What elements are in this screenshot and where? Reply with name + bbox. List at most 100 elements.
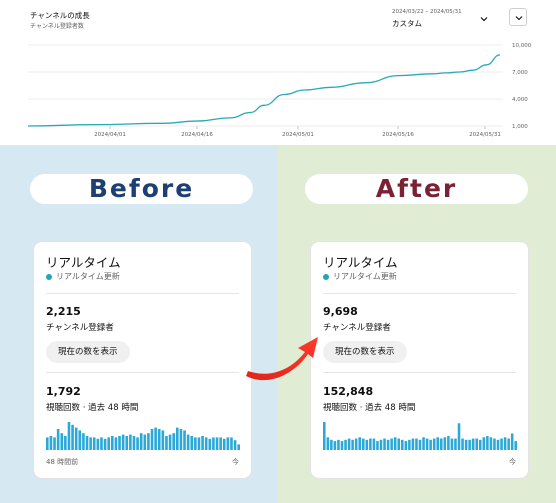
show-current-count-button[interactable]: 現在の数を表示 bbox=[46, 341, 130, 363]
bar bbox=[344, 439, 347, 450]
view-count-label: 視聴回数 · 過去 48 時間 bbox=[46, 403, 139, 413]
bar-chart-start-label: 48 時間前 bbox=[46, 458, 79, 466]
before-heading: Before bbox=[30, 174, 253, 204]
bar bbox=[358, 437, 362, 450]
bar bbox=[415, 438, 418, 450]
bar bbox=[114, 437, 118, 450]
bar bbox=[354, 438, 358, 450]
bar bbox=[362, 438, 365, 450]
subscriber-count: 2,215 bbox=[46, 305, 81, 318]
bar bbox=[56, 429, 60, 450]
bar bbox=[471, 438, 475, 450]
bar bbox=[450, 438, 454, 450]
bar bbox=[147, 433, 150, 450]
bar bbox=[372, 438, 376, 450]
bar bbox=[46, 437, 49, 450]
view-count: 152,848 bbox=[323, 385, 374, 398]
subscriber-label: チャンネル登録者 bbox=[323, 323, 391, 333]
bar bbox=[486, 436, 489, 450]
divider bbox=[46, 372, 239, 373]
bar bbox=[165, 436, 168, 450]
bar bbox=[237, 444, 240, 450]
bar bbox=[194, 437, 197, 450]
bar bbox=[125, 436, 129, 450]
bar bbox=[222, 438, 226, 450]
bar bbox=[496, 439, 500, 450]
expand-chart-button[interactable] bbox=[509, 8, 527, 26]
divider bbox=[323, 372, 516, 373]
bar bbox=[179, 429, 183, 450]
bar bbox=[186, 434, 190, 450]
bar bbox=[154, 427, 157, 450]
chevron-down-icon bbox=[480, 17, 488, 22]
bar bbox=[74, 427, 78, 450]
bar bbox=[440, 438, 443, 450]
bar bbox=[176, 427, 179, 450]
bar bbox=[212, 437, 215, 450]
chart-subtitle: チャンネル登録者数 bbox=[30, 23, 84, 30]
live-update-label: リアルタイム更新 bbox=[56, 272, 120, 281]
bar bbox=[132, 436, 136, 450]
realtime-card-after: リアルタイム リアルタイム更新 9,698 チャンネル登録者 現在の数を表示 1… bbox=[310, 241, 529, 479]
date-range-selector[interactable]: 2024/03/22 – 2024/05/31 カスタム bbox=[392, 9, 492, 29]
bar bbox=[429, 439, 432, 450]
y-tick-label: 4,000 bbox=[512, 97, 528, 103]
after-panel: After リアルタイム リアルタイム更新 9,698 チャンネル登録者 現在の… bbox=[277, 145, 556, 503]
bar bbox=[418, 439, 422, 450]
bar bbox=[500, 438, 503, 450]
y-tick-label: 1,000 bbox=[512, 124, 528, 130]
x-tick-label: 2024/05/01 bbox=[282, 132, 314, 138]
bar bbox=[514, 441, 518, 450]
bar bbox=[197, 437, 201, 450]
bar bbox=[208, 438, 212, 450]
card-title: リアルタイム bbox=[46, 255, 121, 270]
y-tick-label: 7,000 bbox=[512, 70, 528, 76]
live-update-indicator: リアルタイム更新 bbox=[46, 271, 120, 282]
bar bbox=[503, 437, 507, 450]
bar bbox=[464, 439, 468, 450]
bar bbox=[103, 438, 107, 450]
realtime-card-before: リアルタイム リアルタイム更新 2,215 チャンネル登録者 現在の数を表示 1… bbox=[33, 241, 252, 479]
bar bbox=[347, 438, 351, 450]
bar bbox=[183, 430, 186, 450]
divider bbox=[323, 293, 516, 294]
bar bbox=[226, 437, 230, 450]
bar bbox=[393, 437, 397, 450]
bar bbox=[351, 439, 354, 450]
growth-line-chart: 10,000 7,000 4,000 1,000 2024/04/01 2024/04/1… bbox=[27, 43, 532, 138]
live-update-indicator: リアルタイム更新 bbox=[323, 271, 397, 282]
subscriber-label: チャンネル登録者 bbox=[46, 323, 114, 333]
bar bbox=[129, 434, 132, 450]
views-bar-chart bbox=[323, 422, 518, 450]
bar bbox=[507, 438, 510, 450]
divider bbox=[46, 293, 239, 294]
chevron-down-icon bbox=[515, 16, 523, 21]
bar bbox=[139, 433, 143, 450]
bar bbox=[49, 436, 53, 450]
bar bbox=[89, 437, 92, 450]
bar bbox=[443, 437, 447, 450]
bar bbox=[340, 441, 344, 450]
bar bbox=[401, 439, 404, 450]
bar bbox=[432, 438, 436, 450]
bar bbox=[201, 436, 204, 450]
date-range-text: 2024/03/22 – 2024/05/31 bbox=[392, 9, 462, 15]
date-range-label: カスタム bbox=[392, 19, 422, 28]
live-update-label: リアルタイム更新 bbox=[333, 272, 397, 281]
bar bbox=[510, 433, 514, 450]
bar bbox=[379, 439, 383, 450]
view-count-label: 視聴回数 · 過去 48 時間 bbox=[323, 403, 416, 413]
bar bbox=[190, 436, 194, 450]
chart-title: チャンネルの成長 bbox=[30, 11, 90, 20]
bar bbox=[337, 439, 340, 450]
bar bbox=[53, 437, 56, 450]
bar bbox=[326, 437, 330, 450]
x-tick-label: 2024/04/01 bbox=[94, 132, 126, 138]
bar bbox=[397, 438, 401, 450]
bar bbox=[219, 437, 222, 450]
bar bbox=[422, 437, 425, 450]
bar bbox=[383, 438, 386, 450]
card-title: リアルタイム bbox=[323, 255, 398, 270]
show-current-count-button[interactable]: 現在の数を表示 bbox=[323, 341, 407, 363]
bar bbox=[454, 438, 457, 450]
